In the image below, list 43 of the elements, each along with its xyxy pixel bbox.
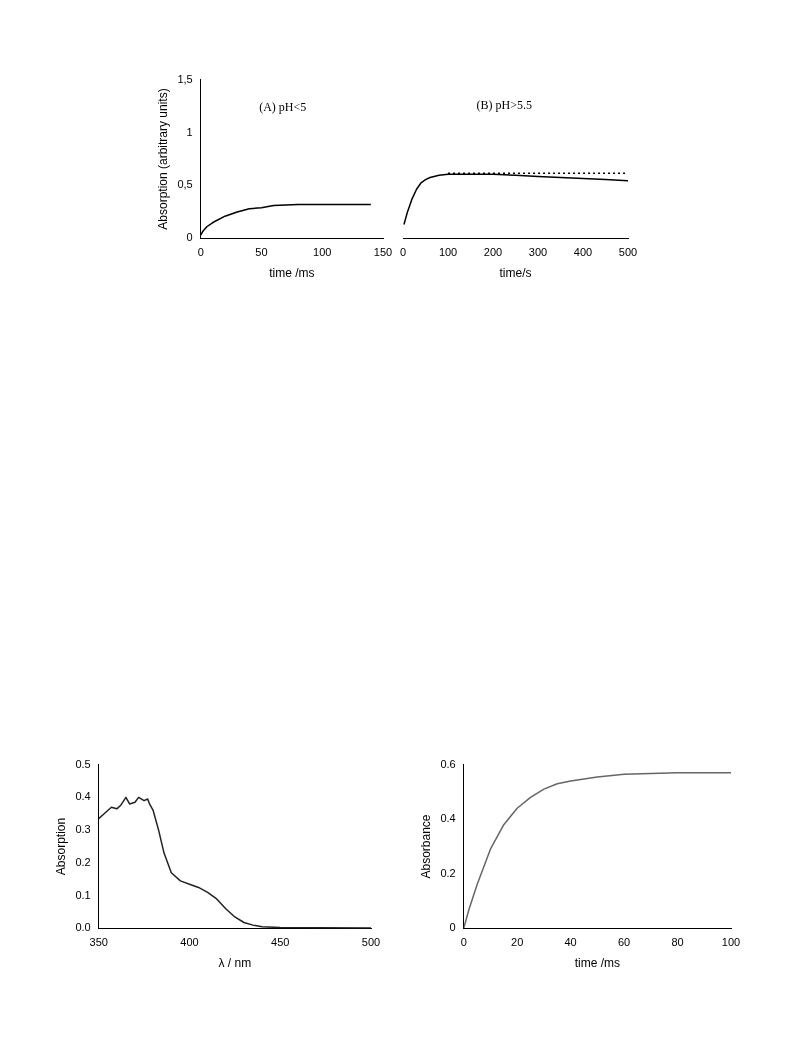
y-tick-label: 0.2 [75, 855, 91, 868]
x-tick-label: 0 [460, 936, 467, 949]
y-tick-label: 0.2 [440, 866, 456, 879]
x-tick-label: 500 [361, 936, 381, 949]
annotation: (A) pH<5 [259, 99, 307, 114]
y-tick-label: 0 [449, 921, 456, 934]
y-axis-title: Absorbance [418, 814, 433, 879]
x-axis-title: time /ms [269, 266, 315, 281]
x-tick-label: 50 [255, 246, 268, 259]
y-tick-label: 0.1 [75, 888, 91, 901]
x-axis-title: time/s [499, 266, 532, 281]
y-axis-title: Absorption [53, 817, 68, 876]
y-axis-title: Absorption (arbitrary units) [155, 88, 170, 230]
x-tick-label: 450 [271, 936, 290, 949]
x-tick-label: 100 [438, 246, 458, 259]
x-axis-title: λ / nm [218, 956, 252, 971]
y-tick-label: 0.5 [75, 757, 91, 770]
x-tick-label: 20 [511, 936, 524, 949]
x-axis-title: time /ms [574, 956, 621, 971]
y-tick-label: 0.4 [75, 790, 91, 803]
x-tick-label: 0 [400, 246, 407, 259]
y-tick-label: 0.0 [75, 921, 91, 934]
y-tick-label: 0,5 [177, 178, 193, 191]
x-tick-label: 0 [197, 246, 204, 259]
x-tick-label: 200 [483, 246, 503, 259]
x-tick-label: 500 [618, 246, 638, 259]
y-tick-label: 0.3 [75, 823, 91, 836]
y-tick-label: 0.4 [440, 812, 456, 825]
x-tick-label: 60 [617, 936, 631, 949]
x-tick-label: 40 [564, 936, 577, 949]
x-tick-label: 100 [721, 936, 741, 949]
y-tick-label: 0 [186, 231, 193, 244]
y-tick-label: 0.6 [440, 757, 456, 770]
x-tick-label: 350 [89, 936, 108, 949]
x-tick-label: 150 [373, 246, 393, 259]
x-tick-label: 100 [313, 246, 332, 259]
x-tick-label: 400 [573, 246, 593, 259]
annotation: (B) pH>5.5 [476, 98, 532, 113]
y-tick-label: 1,5 [177, 72, 193, 85]
x-tick-label: 300 [528, 246, 548, 259]
x-tick-label: 80 [671, 936, 684, 949]
x-tick-label: 400 [180, 936, 199, 949]
y-tick-label: 1 [186, 125, 193, 138]
